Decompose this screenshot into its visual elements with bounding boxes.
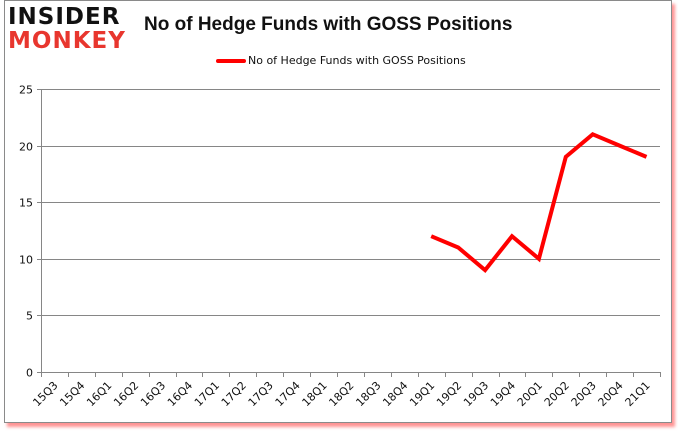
logo-line-2: MONKEY	[8, 28, 126, 54]
series-line	[430, 131, 648, 273]
x-tick-label: 20Q1	[515, 379, 545, 409]
x-tick-label: 18Q4	[380, 379, 410, 409]
x-tick-label: 20Q3	[569, 379, 599, 409]
x-tick-label: 17Q4	[273, 379, 303, 409]
x-tick-label: 19Q4	[488, 379, 518, 409]
y-tick-label: 5	[26, 310, 33, 323]
y-tick-label: 10	[19, 254, 33, 267]
chart-legend: No of Hedge Funds with GOSS Positions	[216, 54, 466, 67]
chart-frame	[4, 0, 672, 423]
y-tick-label: 25	[19, 84, 33, 97]
logo-line-1: INSIDER	[8, 4, 121, 30]
x-tick-label: 18Q3	[353, 379, 383, 409]
x-tick-label: 19Q1	[407, 379, 437, 409]
y-tick-label: 20	[19, 141, 33, 154]
y-tick-label: 15	[19, 197, 33, 210]
y-tick-label: 0	[26, 367, 33, 380]
x-tick-label: 15Q4	[57, 379, 87, 409]
x-tick-label: 17Q2	[219, 379, 249, 409]
x-tick-label: 19Q2	[434, 379, 464, 409]
legend-line-swatch-icon	[216, 58, 246, 63]
x-tick-label: 18Q2	[326, 379, 356, 409]
x-tick-label: 16Q4	[165, 379, 195, 409]
x-tick-label: 20Q4	[596, 379, 626, 409]
x-tick-label: 17Q3	[246, 379, 276, 409]
x-tick-label: 18Q1	[300, 379, 330, 409]
x-tick-label: 21Q1	[623, 379, 653, 409]
chart-title: No of Hedge Funds with GOSS Positions	[144, 14, 513, 35]
insider-monkey-logo: INSIDER MONKEY	[8, 4, 126, 54]
x-tick-label: 16Q1	[84, 379, 114, 409]
x-tick-label: 17Q1	[192, 379, 222, 409]
x-tick-label: 16Q3	[138, 379, 168, 409]
x-tick-label: 15Q3	[30, 379, 60, 409]
x-tick-label: 19Q3	[461, 379, 491, 409]
x-tick-label: 16Q2	[111, 379, 141, 409]
x-tick-label: 20Q2	[542, 379, 572, 409]
legend-label: No of Hedge Funds with GOSS Positions	[248, 54, 466, 67]
